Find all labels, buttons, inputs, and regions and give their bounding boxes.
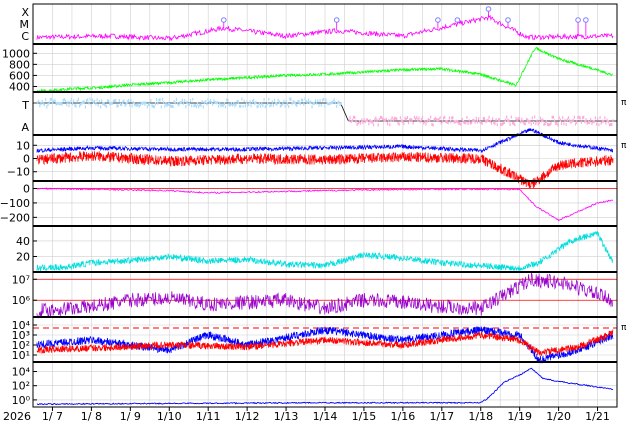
y-tick-label: 10¹ bbox=[12, 349, 30, 362]
x-tick-label: 1/11 bbox=[196, 410, 221, 423]
proton-flux-line bbox=[36, 367, 614, 406]
y-tick-label: −10 bbox=[7, 166, 30, 179]
y-tick-label: 600 bbox=[9, 69, 30, 82]
y-tick-label: 10⁰ bbox=[12, 394, 31, 407]
y-tick-label: 10⁴ bbox=[12, 319, 31, 332]
y-tick-label: −200 bbox=[0, 211, 30, 224]
y-tick-label: 10² bbox=[12, 380, 30, 393]
density-line bbox=[36, 230, 614, 272]
y-tick-label: 800 bbox=[9, 58, 30, 71]
x-tick-label: 1/10 bbox=[157, 410, 182, 423]
toward-sector-points bbox=[36, 97, 342, 109]
y-tick-label: 0 bbox=[23, 182, 30, 195]
temperature-line bbox=[36, 272, 614, 319]
dst-line bbox=[36, 187, 614, 222]
sector-boundary bbox=[340, 102, 349, 122]
electron-hi-line bbox=[36, 326, 614, 364]
flare-marker bbox=[583, 17, 589, 23]
flare-marker bbox=[485, 6, 492, 12]
x-tick-label: 1/18 bbox=[468, 410, 493, 423]
xray-class-label: X bbox=[21, 6, 29, 19]
flare-marker bbox=[333, 17, 340, 23]
x-tick-label: 1/12 bbox=[235, 410, 260, 423]
x-tick-label: 1/17 bbox=[429, 410, 454, 423]
away-sector-points bbox=[348, 115, 614, 127]
x-tick-label: 1/ 8 bbox=[81, 410, 102, 423]
y-tick-label: 400 bbox=[9, 80, 30, 93]
x-tick-label: 1/20 bbox=[546, 410, 571, 423]
sector-label: A bbox=[21, 121, 29, 134]
x-tick-label: 1/21 bbox=[585, 410, 610, 423]
xray-class-label: M bbox=[20, 18, 30, 31]
flare-marker bbox=[435, 17, 441, 23]
x-tick-label: 1/14 bbox=[313, 410, 338, 423]
y-tick-label: 10⁶ bbox=[12, 294, 31, 307]
y-tick-label: 10³ bbox=[12, 329, 30, 342]
x-tick-label: 1/16 bbox=[391, 410, 416, 423]
side-marker: π bbox=[621, 323, 627, 333]
y-tick-label: 10⁷ bbox=[12, 273, 30, 286]
flare-marker bbox=[575, 17, 581, 23]
xray-flux-line bbox=[36, 14, 614, 42]
x-tick-label: 1/19 bbox=[507, 410, 532, 423]
sector-label: T bbox=[21, 99, 29, 112]
flare-marker bbox=[454, 17, 461, 23]
x-tick-label: 1/ 9 bbox=[120, 410, 141, 423]
flare-marker bbox=[505, 17, 511, 23]
y-tick-label: 10 bbox=[16, 139, 30, 152]
y-tick-label: 0 bbox=[23, 153, 30, 166]
x-tick-label: 1/13 bbox=[274, 410, 299, 423]
y-tick-label: 20 bbox=[16, 250, 30, 263]
x-tick-label: 1/15 bbox=[352, 410, 377, 423]
y-tick-label: 40 bbox=[16, 235, 30, 248]
axis-layer: XMC1000800600400TAπ100−10π0−100−20040201… bbox=[0, 3, 627, 408]
y-tick-label: 1000 bbox=[2, 47, 30, 60]
x-axis: 2026 1/ 7 1/ 8 1/ 9 1/10 1/11 1/12 1/13 1/14 1/15… bbox=[3, 407, 610, 423]
x-tick-label: 1/ 7 bbox=[42, 410, 63, 423]
y-tick-label: −100 bbox=[0, 197, 30, 210]
wind-speed-line bbox=[36, 46, 613, 94]
y-tick-label: 10² bbox=[12, 339, 30, 352]
y-tick-label: 10⁴ bbox=[12, 366, 31, 379]
side-marker: π bbox=[621, 98, 627, 108]
flare-marker bbox=[220, 17, 227, 23]
xray-class-label: C bbox=[21, 30, 29, 43]
side-marker: π bbox=[621, 141, 627, 151]
electron-lo-line bbox=[36, 329, 614, 357]
x-year-label: 2026 bbox=[3, 410, 31, 423]
